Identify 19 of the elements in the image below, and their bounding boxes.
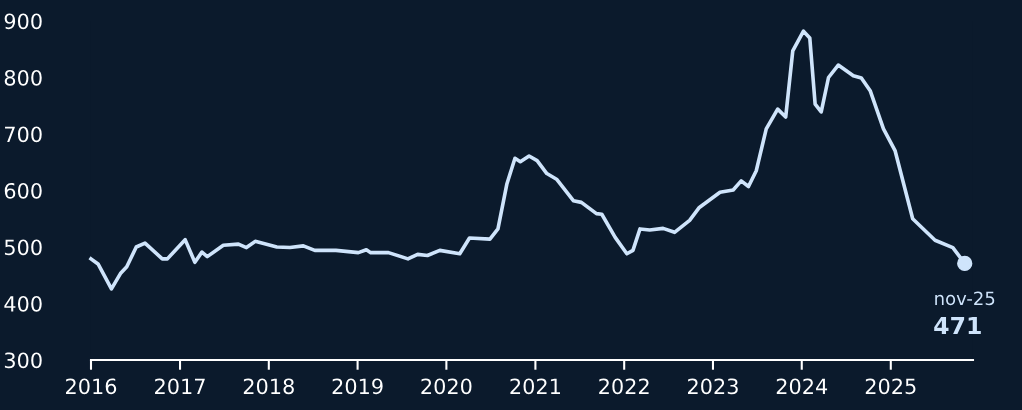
x-tick-label: 2019: [332, 378, 383, 395]
y-tick-label: 500: [4, 239, 42, 256]
x-tick-label: 2024: [776, 378, 828, 395]
y-tick-label: 400: [4, 295, 42, 312]
annotation: nov-25: [935, 291, 995, 306]
annotation: 471: [934, 316, 981, 335]
x-tick-label: 2018: [243, 378, 294, 395]
x-tick-label: 2016: [66, 378, 117, 395]
x-tick-label: 2017: [155, 378, 205, 395]
x-tick-label: 2020: [421, 378, 472, 395]
x-tick-label: 2022: [599, 378, 649, 395]
x-tick-label: 2021: [510, 378, 560, 395]
y-tick-label: 300: [4, 352, 42, 369]
y-tick-label: 800: [4, 69, 42, 86]
y-tick-label: 700: [5, 126, 42, 143]
y-tick-label: 900: [4, 13, 42, 30]
y-tick-label: 600: [4, 182, 42, 199]
x-tick-label: 2025: [865, 378, 916, 395]
x-tick-label: 2023: [687, 378, 738, 395]
